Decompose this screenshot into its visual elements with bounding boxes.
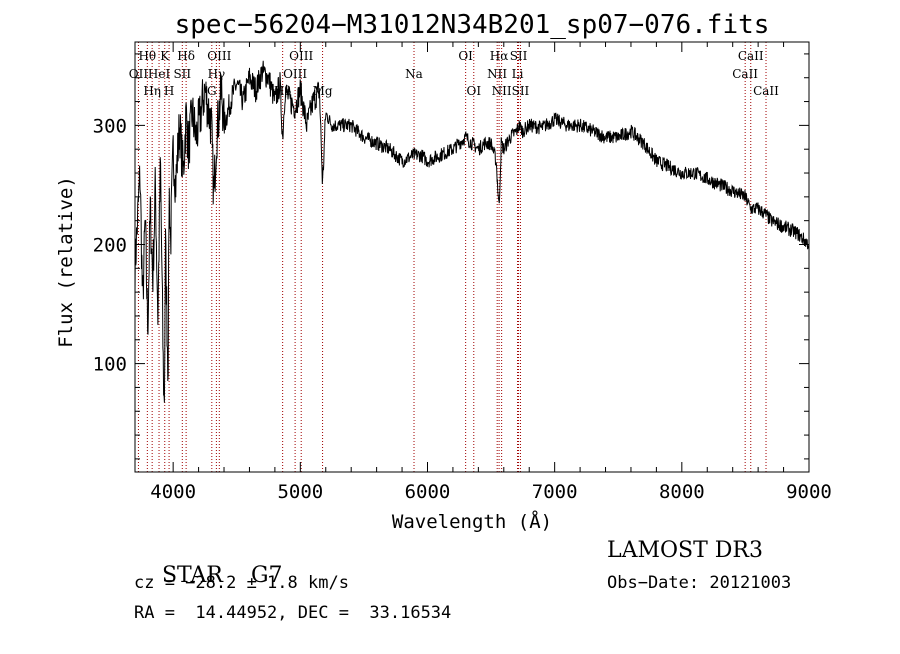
spectral-line-label-15: Na xyxy=(405,67,423,81)
spectral-line-label-19: Hα xyxy=(490,49,509,63)
spectral-line-label-13: OIII xyxy=(289,49,313,63)
spectral-line-label-1: Hθ xyxy=(138,49,156,63)
spectral-line-label-24: CaII xyxy=(732,67,758,81)
spectral-line-label-25: CaII xyxy=(738,49,764,63)
spectral-line-label-18: NII xyxy=(487,67,507,81)
spectral-line-labels: OII Hθ Hη HeI K H SII Hδ G Hγ OIII Hβ OIII OIII Mg Na OI… xyxy=(129,49,779,98)
spectral-line-label-26: CaII xyxy=(753,84,779,98)
subclass-label: G7 xyxy=(250,563,283,588)
x-tick-label-5: 9000 xyxy=(786,481,832,503)
spectral-line-label-17: OI xyxy=(466,84,481,98)
spectral-line-label-3: HeI xyxy=(148,67,171,81)
object-class: STAR G7 xyxy=(134,538,283,613)
y-axis-label: Flux (relative) xyxy=(55,176,77,348)
spectral-line-label-23: SII xyxy=(512,84,530,98)
spectral-lines-layer xyxy=(137,42,767,472)
y-tick-label-1: 200 xyxy=(93,234,127,256)
spectral-line-label-8: G xyxy=(207,84,217,98)
spectral-line-label-16: OI xyxy=(458,49,473,63)
spectral-line-label-11: Hβ xyxy=(274,84,291,98)
spectral-line-label-21: SII xyxy=(510,49,528,63)
series-line-flux xyxy=(134,60,810,403)
y-tick-label-2: 300 xyxy=(93,115,127,137)
series-layer xyxy=(134,60,810,403)
obs-date-text: Obs−Date: 20121003 xyxy=(607,573,792,593)
x-axis-label: Wavelength (Å) xyxy=(392,510,552,533)
coordinates-text: RA = 14.44952, DEC = 33.16534 xyxy=(134,603,452,623)
spectral-line-label-0: OII xyxy=(129,67,149,81)
class-label: STAR xyxy=(161,563,223,588)
x-tick-label-0: 4000 xyxy=(150,481,196,503)
spectral-line-label-7: Hδ xyxy=(177,49,195,63)
x-tick-label-3: 7000 xyxy=(532,481,578,503)
chart-title: spec−56204−M31012N34B201_sp07−076.fits xyxy=(175,10,770,40)
spectral-line-label-5: H xyxy=(164,84,174,98)
spectral-line-label-22: Li xyxy=(512,67,524,81)
y-tick-label-0: 100 xyxy=(93,354,127,376)
spectral-line-label-6: SII xyxy=(173,67,191,81)
x-tick-label-2: 6000 xyxy=(405,481,451,503)
x-tick-label-1: 5000 xyxy=(277,481,323,503)
survey-label: LAMOST DR3 xyxy=(607,538,763,563)
axis-ticks-layer: 4000 5000 6000 7000 8000 9000 100 200 300 xyxy=(93,42,832,503)
redshift-text: cz = −28.2 ± 1.8 km/s xyxy=(134,573,349,593)
spectral-line-label-9: Hγ xyxy=(208,67,226,81)
spectral-line-label-14: Mg xyxy=(313,84,333,98)
plot-frame xyxy=(134,41,810,473)
spectral-line-label-4: K xyxy=(160,49,170,63)
spectral-line-label-10: OIII xyxy=(207,49,231,63)
spectral-line-label-20: NII xyxy=(492,84,512,98)
spectral-line-label-12: OIII xyxy=(283,67,307,81)
spectral-line-label-2: Hη xyxy=(143,84,161,98)
x-tick-label-4: 8000 xyxy=(659,481,705,503)
